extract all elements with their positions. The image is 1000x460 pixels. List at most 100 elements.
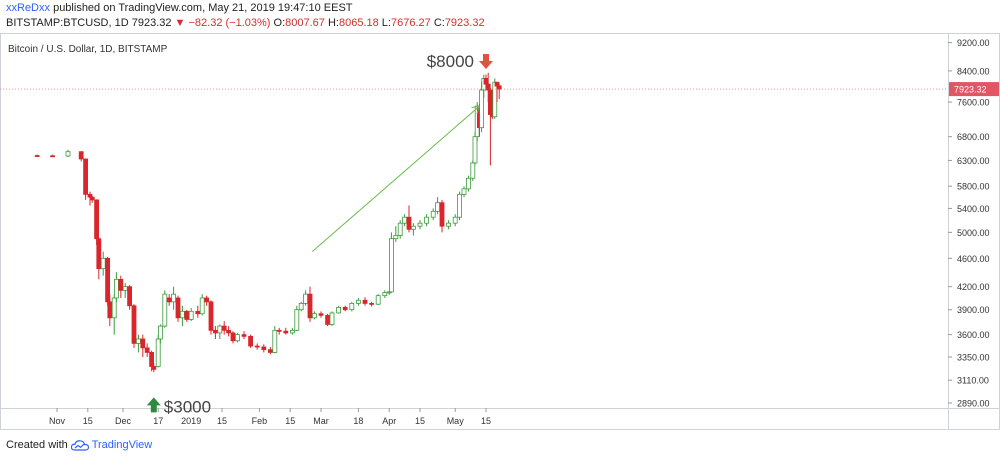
price-tick-label: 3350.00 xyxy=(957,353,990,363)
candle xyxy=(276,327,282,335)
chart-border xyxy=(0,33,1000,430)
candle xyxy=(461,186,467,198)
low-marker-arrow-up-icon xyxy=(146,397,161,413)
candle xyxy=(470,160,476,181)
candle xyxy=(318,311,324,318)
time-tick-label: Dec xyxy=(115,416,132,426)
candle xyxy=(375,294,381,305)
candle-body xyxy=(362,299,368,304)
candle-body xyxy=(34,155,40,157)
candle xyxy=(307,286,313,322)
candle-body xyxy=(430,210,436,218)
tradingview-brand[interactable]: TradingView xyxy=(91,439,153,451)
candle xyxy=(144,343,150,358)
annotations-layer: $3000 $8000 7923.32 xyxy=(0,52,999,416)
candle-body xyxy=(272,329,278,353)
candle xyxy=(188,308,194,322)
candle xyxy=(472,132,478,166)
candle-body xyxy=(230,332,236,342)
candle xyxy=(199,294,205,316)
price-tick-label: 3600.00 xyxy=(957,330,990,340)
candle-body xyxy=(248,335,254,347)
candle-body xyxy=(175,297,181,319)
candle-body xyxy=(217,325,223,334)
candle-body xyxy=(393,235,399,240)
candle-body xyxy=(318,313,324,316)
high-value: 8065.18 xyxy=(338,17,379,29)
candle xyxy=(204,295,210,306)
candle-body xyxy=(487,89,493,115)
candle-body xyxy=(298,302,304,311)
candle-body xyxy=(417,222,423,227)
author-link[interactable]: xxReDxx xyxy=(6,2,51,14)
time-axis[interactable]: Nov 15 Dec 17 2019 15 Feb 15 Mar 18 Apr 15 May 15 xyxy=(49,408,491,426)
candle xyxy=(221,321,227,335)
low-value: 7676.27 xyxy=(390,17,431,29)
price-tick-label: 3110.00 xyxy=(957,376,989,386)
price-chart[interactable]: Bitcoin / U.S. Dollar, 1D, BITSTAMP 9200… xyxy=(0,33,1000,430)
candle xyxy=(50,154,55,158)
candle-body xyxy=(311,313,317,319)
candle-body xyxy=(472,136,478,164)
candle-body xyxy=(131,305,137,344)
candle-body xyxy=(107,301,113,319)
chart-panel[interactable]: Bitcoin / U.S. Dollar, 1D, BITSTAMP 9200… xyxy=(0,33,1000,430)
candle xyxy=(89,196,95,203)
candle xyxy=(248,334,254,348)
candle xyxy=(397,220,403,239)
chart-title: Bitcoin / U.S. Dollar, 1D, BITSTAMP xyxy=(8,44,168,55)
candle-body xyxy=(208,301,214,331)
candle xyxy=(393,226,399,242)
candle xyxy=(355,297,361,306)
candle xyxy=(179,305,185,327)
low-label: L: xyxy=(381,17,391,29)
candle-body xyxy=(355,299,361,304)
candle-body xyxy=(204,297,210,303)
candle-body xyxy=(369,302,375,305)
price-tick-label: 6300.00 xyxy=(957,156,990,166)
price-axis[interactable]: 9200.00 8400.00 7600.00 6800.00 6300.00 5800.… xyxy=(948,38,990,409)
open-label: O: xyxy=(273,17,286,29)
tradingview-cloud-icon xyxy=(70,439,89,451)
candle xyxy=(410,223,416,236)
candle-body xyxy=(122,286,128,291)
candle-body xyxy=(276,329,282,332)
candle-body xyxy=(470,162,476,179)
created-with-text: Created with xyxy=(6,439,68,451)
high-label: H: xyxy=(327,17,339,29)
candle xyxy=(94,199,99,246)
candle xyxy=(342,305,348,312)
price-tick-label: 2890.00 xyxy=(957,399,990,409)
candle xyxy=(369,301,375,307)
candle-body xyxy=(461,188,467,195)
change-value: −82.32 (−1.03%) xyxy=(188,17,271,29)
candle xyxy=(446,220,452,230)
candle xyxy=(496,83,502,99)
candle xyxy=(135,334,141,353)
candle-body xyxy=(78,151,84,160)
candle-body xyxy=(83,158,88,195)
price-tick-label: 7600.00 xyxy=(957,98,990,108)
candle xyxy=(311,311,317,320)
candle-body xyxy=(406,216,412,230)
candle-body xyxy=(212,329,218,334)
candle xyxy=(226,326,232,337)
candle-body xyxy=(283,330,289,334)
time-tick-label: Nov xyxy=(49,416,66,426)
candle xyxy=(131,304,137,348)
candle xyxy=(114,272,119,302)
time-tick-label: Feb xyxy=(252,416,268,426)
candle-body xyxy=(144,347,150,353)
price-tick-label: 4200.00 xyxy=(957,282,990,292)
candle xyxy=(105,256,110,306)
candle-body xyxy=(100,257,106,270)
candle xyxy=(234,332,240,343)
candle-body xyxy=(479,89,485,129)
candle-body xyxy=(89,196,95,201)
candle-body xyxy=(184,310,190,320)
candle xyxy=(388,232,394,293)
candle xyxy=(272,326,278,354)
candle xyxy=(208,300,214,335)
change-arrow-icon: ▼ xyxy=(174,17,186,29)
candle-body xyxy=(234,334,240,342)
